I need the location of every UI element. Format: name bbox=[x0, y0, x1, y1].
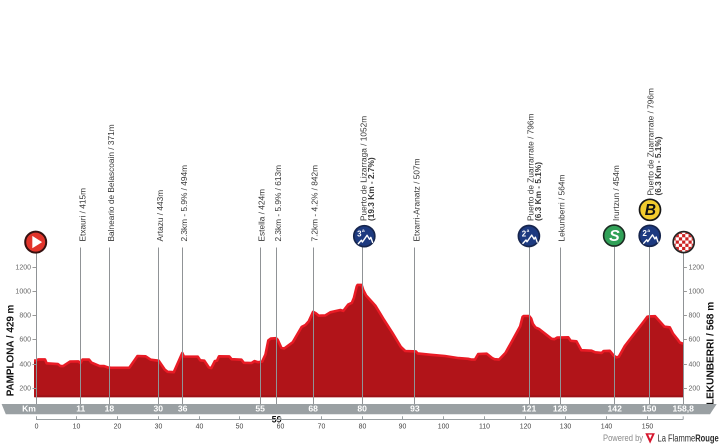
svg-text:150: 150 bbox=[642, 404, 657, 414]
svg-text:Km: Km bbox=[22, 404, 36, 414]
svg-text:128: 128 bbox=[553, 404, 568, 414]
svg-text:400: 400 bbox=[689, 362, 701, 369]
svg-text:120: 120 bbox=[520, 423, 532, 430]
svg-text:20: 20 bbox=[114, 423, 122, 430]
svg-text:2: 2 bbox=[643, 229, 648, 238]
svg-text:10: 10 bbox=[73, 423, 81, 430]
svg-text:200: 200 bbox=[689, 386, 701, 393]
svg-text:(6.3 Km - 5.1%): (6.3 Km - 5.1%) bbox=[653, 136, 663, 195]
svg-text:a: a bbox=[647, 228, 650, 233]
svg-text:600: 600 bbox=[19, 337, 31, 344]
svg-text:Artazu / 443m: Artazu / 443m bbox=[155, 190, 165, 242]
svg-text:68: 68 bbox=[308, 404, 318, 414]
svg-text:1200: 1200 bbox=[15, 265, 31, 272]
svg-text:Puerto de Zuarrarrate / 796m: Puerto de Zuarrarrate / 796m bbox=[645, 88, 655, 196]
svg-text:Puerto de Lizarraga / 1052m: Puerto de Lizarraga / 1052m bbox=[358, 116, 368, 221]
svg-text:30: 30 bbox=[154, 404, 164, 414]
svg-text:158,8: 158,8 bbox=[672, 404, 694, 414]
svg-text:1000: 1000 bbox=[689, 289, 705, 296]
svg-text:600: 600 bbox=[689, 337, 701, 344]
svg-text:800: 800 bbox=[689, 313, 701, 320]
svg-text:93: 93 bbox=[410, 404, 420, 414]
svg-text:Lekunberri / 564m: Lekunberri / 564m bbox=[557, 175, 567, 242]
svg-text:Powered by: Powered by bbox=[603, 432, 644, 443]
svg-text:30: 30 bbox=[155, 423, 163, 430]
svg-text:Estella / 424m: Estella / 424m bbox=[257, 189, 267, 242]
svg-text:Etxarri-Aranatz / 507m: Etxarri-Aranatz / 507m bbox=[411, 158, 421, 241]
svg-text:800: 800 bbox=[19, 313, 31, 320]
svg-text:3: 3 bbox=[357, 230, 362, 239]
svg-text:Balneario de Belascoain / 371m: Balneario de Belascoain / 371m bbox=[106, 124, 116, 241]
svg-text:a: a bbox=[362, 228, 365, 233]
svg-text:60: 60 bbox=[277, 423, 285, 430]
svg-text:1200: 1200 bbox=[689, 265, 705, 272]
svg-text:Puerto de Zuarrarrate / 796m: Puerto de Zuarrarrate / 796m bbox=[525, 113, 535, 221]
svg-text:La FlammeRouge: La FlammeRouge bbox=[658, 432, 719, 443]
svg-text:142: 142 bbox=[608, 404, 623, 414]
svg-text:110: 110 bbox=[479, 423, 490, 430]
svg-text:90: 90 bbox=[399, 423, 407, 430]
svg-text:LEKUNBERRI / 568 m: LEKUNBERRI / 568 m bbox=[705, 302, 716, 405]
svg-text:(19.3 Km - 2.7%): (19.3 Km - 2.7%) bbox=[366, 157, 376, 221]
svg-text:2.3km - 5.9% / 494m: 2.3km - 5.9% / 494m bbox=[179, 165, 189, 242]
svg-text:50: 50 bbox=[236, 423, 244, 430]
svg-text:70: 70 bbox=[318, 423, 326, 430]
svg-text:1000: 1000 bbox=[15, 289, 31, 296]
svg-text:18: 18 bbox=[105, 404, 115, 414]
svg-text:36: 36 bbox=[178, 404, 188, 414]
svg-text:100: 100 bbox=[438, 423, 450, 430]
svg-text:40: 40 bbox=[196, 423, 204, 430]
svg-text:400: 400 bbox=[19, 362, 31, 369]
svg-text:2: 2 bbox=[522, 229, 527, 238]
svg-text:2.3km - 5.9% / 613m: 2.3km - 5.9% / 613m bbox=[273, 165, 283, 242]
svg-text:Irurtzun / 454m: Irurtzun / 454m bbox=[611, 165, 621, 221]
svg-text:80: 80 bbox=[359, 423, 367, 430]
svg-text:150: 150 bbox=[642, 423, 654, 430]
svg-text:200: 200 bbox=[19, 386, 31, 393]
svg-text:130: 130 bbox=[560, 423, 572, 430]
svg-text:80: 80 bbox=[357, 404, 367, 414]
svg-text:a: a bbox=[527, 228, 530, 233]
svg-text:55: 55 bbox=[255, 404, 265, 414]
svg-text:Etxauri / 415m: Etxauri / 415m bbox=[77, 188, 87, 242]
svg-text:B: B bbox=[645, 202, 656, 219]
svg-text:S: S bbox=[609, 228, 620, 245]
svg-text:PAMPLONA / 429 m: PAMPLONA / 429 m bbox=[5, 304, 16, 396]
svg-text:0: 0 bbox=[35, 423, 39, 430]
svg-text:7.2km - 4.2% / 842m: 7.2km - 4.2% / 842m bbox=[310, 165, 320, 242]
svg-text:140: 140 bbox=[601, 423, 613, 430]
svg-text:(6.3 Km - 5.1%): (6.3 Km - 5.1%) bbox=[533, 162, 543, 221]
svg-text:11: 11 bbox=[76, 404, 85, 414]
svg-text:121: 121 bbox=[522, 404, 537, 414]
